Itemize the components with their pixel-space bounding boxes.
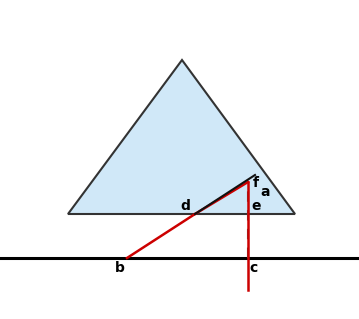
Text: d: d xyxy=(180,199,190,213)
Text: a: a xyxy=(260,185,270,199)
Text: e: e xyxy=(251,199,261,213)
Text: b: b xyxy=(115,261,125,275)
Text: f: f xyxy=(253,176,259,190)
Text: c: c xyxy=(249,261,257,275)
Polygon shape xyxy=(68,60,295,214)
